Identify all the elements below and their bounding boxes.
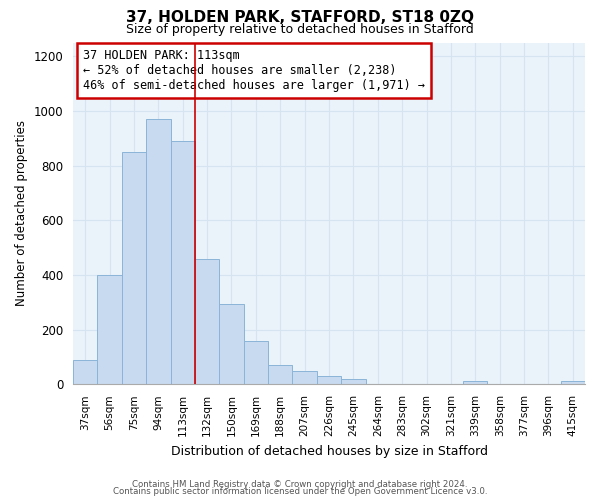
Bar	[170, 141, 195, 384]
Bar	[97, 275, 122, 384]
Bar	[122, 152, 146, 384]
Bar	[268, 365, 292, 384]
Bar	[341, 380, 365, 384]
Text: Size of property relative to detached houses in Stafford: Size of property relative to detached ho…	[126, 22, 474, 36]
Bar	[560, 381, 585, 384]
Bar	[146, 119, 170, 384]
Y-axis label: Number of detached properties: Number of detached properties	[15, 120, 28, 306]
Text: 37, HOLDEN PARK, STAFFORD, ST18 0ZQ: 37, HOLDEN PARK, STAFFORD, ST18 0ZQ	[126, 10, 474, 25]
Bar	[220, 304, 244, 384]
Bar	[292, 370, 317, 384]
Bar	[195, 258, 220, 384]
Bar	[463, 381, 487, 384]
Bar	[317, 376, 341, 384]
Text: Contains public sector information licensed under the Open Government Licence v3: Contains public sector information licen…	[113, 487, 487, 496]
Text: Contains HM Land Registry data © Crown copyright and database right 2024.: Contains HM Land Registry data © Crown c…	[132, 480, 468, 489]
Bar	[73, 360, 97, 384]
Bar	[244, 340, 268, 384]
X-axis label: Distribution of detached houses by size in Stafford: Distribution of detached houses by size …	[170, 444, 488, 458]
Text: 37 HOLDEN PARK: 113sqm
← 52% of detached houses are smaller (2,238)
46% of semi-: 37 HOLDEN PARK: 113sqm ← 52% of detached…	[83, 50, 425, 92]
